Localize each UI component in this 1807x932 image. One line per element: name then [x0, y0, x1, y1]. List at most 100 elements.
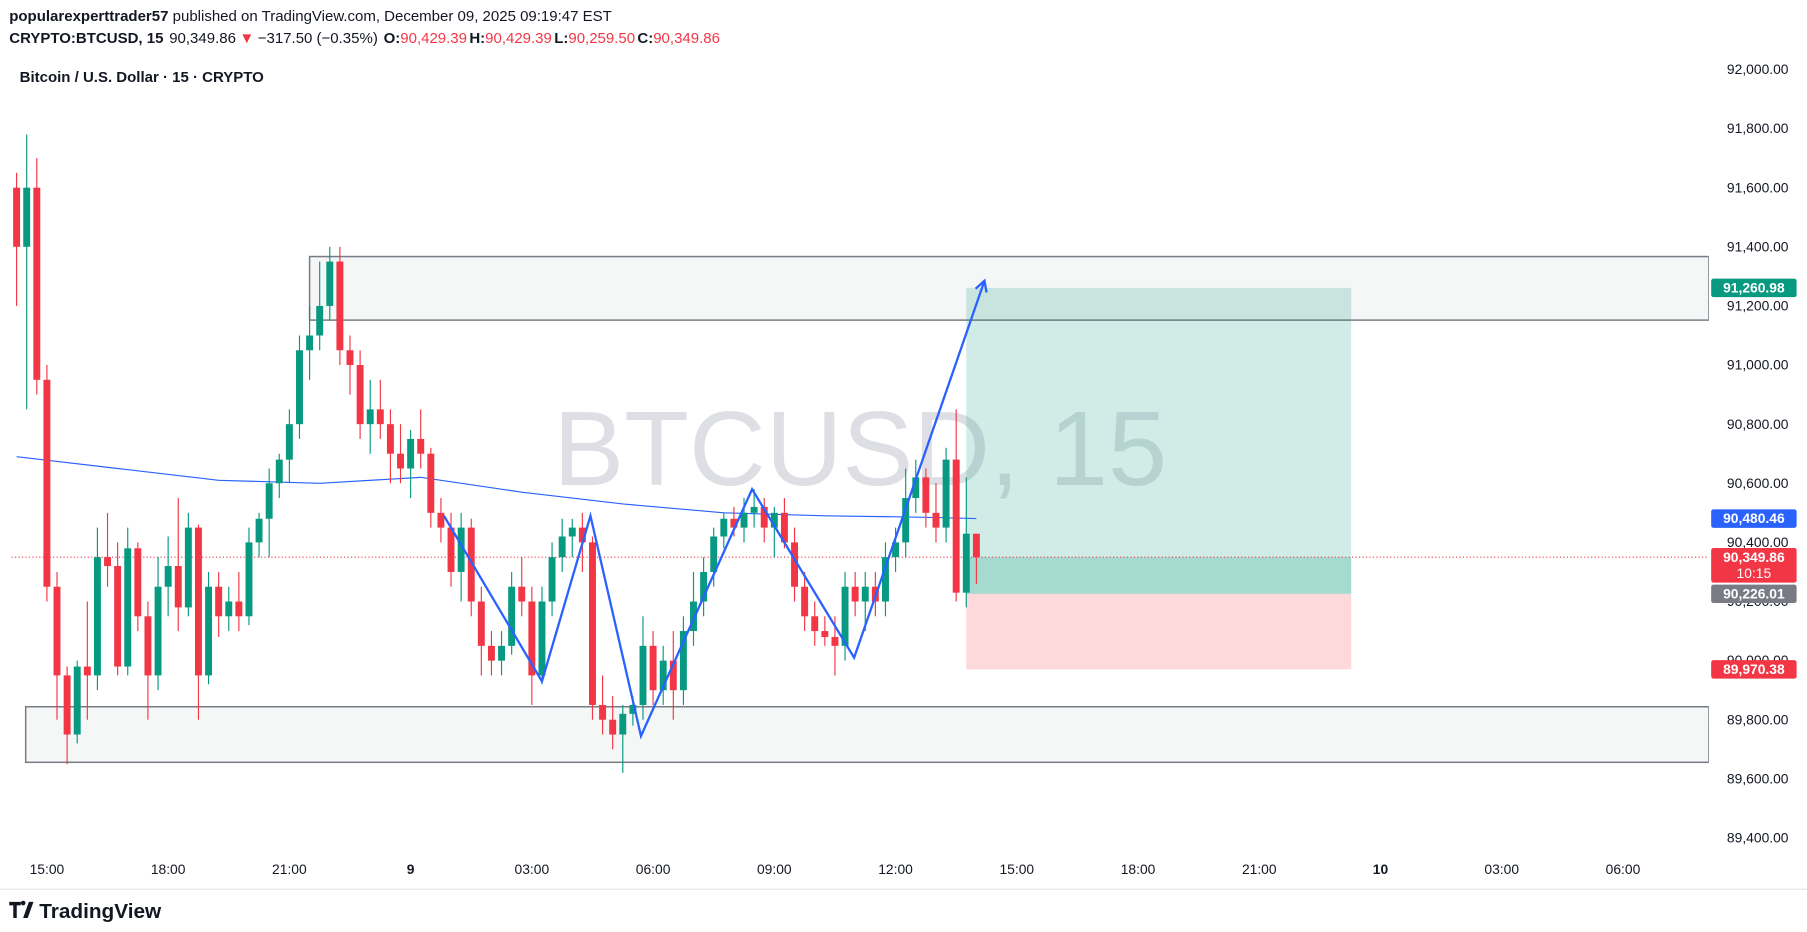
- candle-body: [184, 527, 192, 608]
- candle-body: [811, 616, 819, 632]
- moving-average: [16, 456, 977, 520]
- target-label-bg: [1711, 278, 1797, 298]
- x-tick-label: 21:00: [272, 861, 307, 877]
- x-tick-label: 15:00: [999, 861, 1034, 877]
- y-tick-label: 90,800.00: [1727, 416, 1789, 432]
- l: 90,259.50: [568, 30, 635, 47]
- x-tick-label: 03:00: [515, 861, 550, 877]
- brand-logo: [9, 900, 34, 919]
- candle-body: [164, 566, 172, 587]
- candle-body: [659, 660, 667, 691]
- candle-body: [629, 704, 637, 714]
- candle-body: [972, 533, 980, 558]
- x-tick-label: 18:00: [151, 861, 186, 877]
- arrow: ▼: [239, 30, 254, 47]
- candle-body: [801, 586, 809, 617]
- y-tick-label: 91,800.00: [1727, 120, 1789, 136]
- candle-body: [33, 187, 41, 380]
- candle-body: [609, 719, 617, 735]
- candle-body: [720, 518, 728, 537]
- candle-body: [821, 631, 829, 637]
- c-label: C:: [637, 30, 653, 47]
- x-tick-label: 09:00: [757, 861, 792, 877]
- open-profit: [966, 557, 1352, 594]
- published: published on TradingView.com, December 0…: [168, 8, 611, 25]
- watermark: BTCUSD, 15: [553, 389, 1167, 508]
- candle-body: [922, 477, 930, 513]
- stop-label: 89,970.38: [1723, 661, 1785, 677]
- candle-body: [275, 459, 283, 484]
- candle-body: [952, 459, 960, 593]
- x-tick-label: 10: [1373, 861, 1389, 877]
- candle-body: [690, 601, 697, 632]
- candle-body: [892, 542, 900, 558]
- x-tick-label: 12:00: [878, 861, 913, 877]
- candle-body: [599, 704, 607, 720]
- candle-body: [861, 586, 869, 602]
- entry-label-bg: [1711, 584, 1797, 604]
- target-zone: [966, 287, 1352, 594]
- candle-body: [518, 586, 526, 602]
- x-tick-label: 03:00: [1484, 861, 1519, 877]
- candle-body: [356, 365, 364, 425]
- candle-body: [962, 533, 970, 593]
- candle-body: [558, 536, 566, 558]
- last-price-label-bg: [1711, 547, 1797, 583]
- candle-body: [265, 483, 273, 519]
- l-label: L:: [554, 30, 568, 47]
- candle-body: [144, 616, 152, 676]
- zone: [308, 255, 1709, 321]
- plot-area: [11, 134, 1709, 773]
- last-price-label-countdown: 10:15: [1737, 565, 1772, 581]
- candle-body: [306, 335, 314, 351]
- candle-body: [619, 713, 627, 735]
- target-label: 91,260.98: [1723, 280, 1785, 296]
- candle-body: [205, 586, 213, 676]
- candle-body: [902, 498, 910, 543]
- candle-body: [881, 557, 889, 602]
- candle-body: [417, 438, 425, 454]
- candle-body: [467, 527, 475, 602]
- candle-body: [700, 571, 708, 602]
- candle-body: [912, 477, 920, 499]
- candle-body: [487, 645, 495, 661]
- candle-body: [760, 506, 768, 528]
- y-tick-label: 92,000.00: [1727, 61, 1789, 77]
- candle-body: [578, 527, 586, 543]
- candle-body: [528, 601, 536, 676]
- last-price-label: 90,349.86: [1723, 549, 1785, 565]
- x-tick-label: 06:00: [1606, 861, 1641, 877]
- candle-body: [245, 542, 253, 617]
- candle-body: [942, 459, 950, 528]
- candle-body: [154, 586, 162, 676]
- candle-body: [63, 675, 71, 735]
- y-tick-label: 90,600.00: [1727, 475, 1789, 491]
- candle-body: [639, 645, 647, 705]
- candle-body: [174, 566, 182, 608]
- candle-body: [508, 586, 516, 646]
- candle-body: [780, 512, 788, 543]
- chart-title: Bitcoin / U.S. Dollar · 15 · CRYPTO: [20, 69, 265, 86]
- candle-body: [447, 527, 455, 572]
- candle-body: [568, 527, 576, 537]
- y-tick-label: 91,200.00: [1727, 298, 1789, 314]
- candle-body: [740, 512, 748, 528]
- candle-body: [649, 645, 657, 691]
- candle-body: [225, 601, 233, 617]
- candle-body: [477, 601, 485, 646]
- pattern-line: [442, 281, 985, 740]
- x-tick-label: 18:00: [1121, 861, 1156, 877]
- candle-body: [23, 187, 31, 247]
- y-tick-label: 91,400.00: [1727, 238, 1789, 254]
- candle-body: [851, 586, 859, 602]
- candle-body: [589, 542, 596, 705]
- y-tick-label: 89,600.00: [1727, 770, 1789, 786]
- candle-body: [548, 557, 556, 602]
- y-tick-label: 89,800.00: [1727, 711, 1789, 727]
- candle-body: [841, 586, 849, 646]
- candle-body: [710, 536, 718, 572]
- candle-body: [770, 512, 778, 528]
- o: 90,429.39: [400, 30, 467, 47]
- candle-body: [326, 261, 334, 306]
